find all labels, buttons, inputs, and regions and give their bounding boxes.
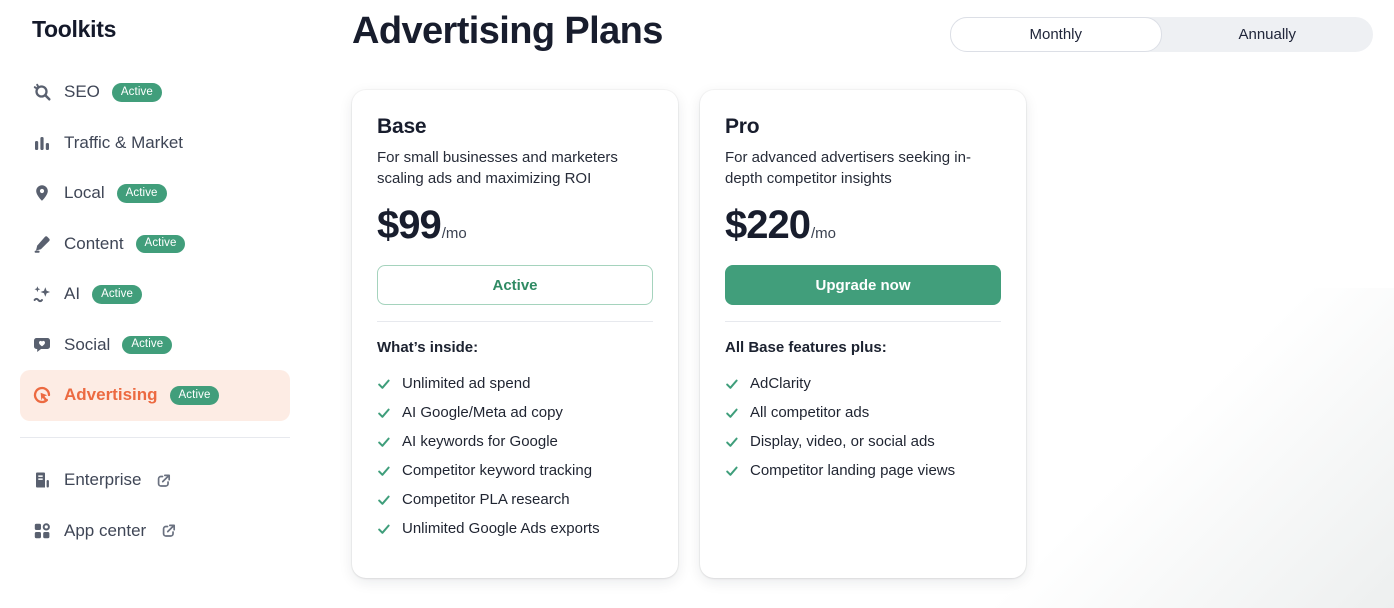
feature-label: Competitor landing page views (750, 462, 956, 479)
check-icon (377, 406, 391, 420)
sidebar-item-label: AI (64, 284, 81, 304)
corner-gradient-decoration (974, 288, 1394, 608)
toggle-annually[interactable]: Annually (1238, 26, 1297, 43)
toggle-monthly[interactable]: Monthly (950, 17, 1162, 52)
feature-item: Unlimited ad spend (377, 369, 653, 398)
sidebar-item-label: Social (64, 334, 111, 354)
sidebar-item-label: Advertising (64, 385, 158, 405)
sidebar-footer-nav: Enterprise App center (20, 455, 290, 556)
features-list: AdClarity All competitor ads Display, vi… (725, 369, 1001, 485)
feature-item: Unlimited Google Ads exports (377, 514, 653, 543)
feature-label: AdClarity (750, 375, 811, 392)
feature-label: All competitor ads (750, 404, 870, 421)
sidebar-item-ai[interactable]: AI Active (20, 269, 290, 320)
app-grid-icon (32, 521, 52, 541)
ad-target-icon (32, 385, 52, 405)
feature-label: Competitor PLA research (402, 491, 570, 508)
sidebar-item-local[interactable]: Local Active (20, 168, 290, 219)
price-period: /mo (441, 225, 467, 242)
feature-label: AI Google/Meta ad copy (402, 404, 563, 421)
features-heading: What’s inside: (377, 339, 479, 356)
feature-item: Competitor PLA research (377, 485, 653, 514)
feature-item: Competitor landing page views (725, 456, 1001, 485)
pencil-icon (32, 234, 52, 254)
sidebar-item-social[interactable]: Social Active (20, 320, 290, 371)
sidebar-item-app-center[interactable]: App center (20, 506, 290, 557)
sidebar-item-seo[interactable]: SEO Active (20, 67, 290, 118)
feature-label: Display, video, or social ads (750, 433, 935, 450)
feature-item: All competitor ads (725, 398, 1001, 427)
feature-item: AdClarity (725, 369, 1001, 398)
sidebar-item-enterprise[interactable]: Enterprise (20, 455, 290, 506)
map-pin-icon (32, 183, 52, 203)
sparkles-icon (32, 284, 52, 304)
card-divider (377, 321, 653, 322)
building-icon (32, 470, 52, 490)
feature-label: AI keywords for Google (402, 433, 558, 450)
feature-item: AI Google/Meta ad copy (377, 398, 653, 427)
sidebar-item-label: Enterprise (64, 470, 142, 490)
sidebar-item-label: App center (64, 520, 147, 540)
bar-chart-icon (32, 133, 52, 153)
check-icon (377, 377, 391, 391)
check-icon (377, 493, 391, 507)
sidebar-item-advertising[interactable]: Advertising Active (20, 370, 290, 421)
price-amount: $99 (377, 203, 442, 247)
sidebar-item-label: SEO (64, 82, 100, 102)
feature-label: Unlimited ad spend (402, 375, 531, 392)
active-plan-button[interactable]: Active (377, 265, 653, 305)
card-divider (725, 321, 1001, 322)
chat-heart-icon (32, 335, 52, 355)
external-link-icon (160, 522, 177, 539)
sidebar-divider (20, 437, 290, 438)
active-badge: Active (135, 234, 186, 253)
plan-price: $99 /mo (377, 203, 653, 248)
feature-item: Display, video, or social ads (725, 427, 1001, 456)
price-period: /mo (810, 225, 836, 242)
check-icon (725, 406, 739, 420)
plan-name: Base (377, 115, 427, 138)
check-icon (377, 464, 391, 478)
feature-item: Competitor keyword tracking (377, 456, 653, 485)
active-badge: Active (169, 386, 220, 405)
plan-cards: Base For small businesses and marketers … (352, 90, 1026, 578)
check-icon (725, 464, 739, 478)
external-link-icon (155, 472, 172, 489)
feature-label: Unlimited Google Ads exports (402, 520, 600, 537)
sidebar-title: Toolkits (32, 16, 117, 42)
plan-description: For small businesses and marketers scali… (377, 149, 618, 187)
page-title: Advertising Plans (352, 10, 663, 52)
sidebar-item-label: Content (64, 233, 124, 253)
seo-icon (32, 82, 52, 102)
check-icon (377, 522, 391, 536)
sidebar-item-label: Traffic & Market (64, 132, 184, 152)
check-icon (725, 377, 739, 391)
sidebar-item-label: Local (64, 183, 105, 203)
active-badge: Active (122, 335, 173, 354)
feature-label: Competitor keyword tracking (402, 462, 593, 479)
billing-period-toggle: Monthly Annually (950, 17, 1373, 52)
active-badge: Active (116, 184, 167, 203)
plan-name: Pro (725, 115, 760, 138)
plan-description: For advanced advertisers seeking in-dept… (725, 149, 971, 187)
plan-card-base: Base For small businesses and marketers … (352, 90, 678, 578)
check-icon (725, 435, 739, 449)
plan-card-pro: Pro For advanced advertisers seeking in-… (700, 90, 1026, 578)
sidebar-item-content[interactable]: Content Active (20, 219, 290, 270)
check-icon (377, 435, 391, 449)
toolkits-nav: SEO Active Traffic & Market Local Active… (20, 67, 290, 421)
price-amount: $220 (725, 203, 811, 247)
plan-price: $220 /mo (725, 203, 1001, 248)
sidebar-item-traffic-market[interactable]: Traffic & Market (20, 118, 290, 169)
active-badge: Active (111, 83, 162, 102)
active-badge: Active (92, 285, 142, 304)
feature-item: AI keywords for Google (377, 427, 653, 456)
features-list: Unlimited ad spend AI Google/Meta ad cop… (377, 369, 653, 543)
upgrade-now-button[interactable]: Upgrade now (725, 265, 1001, 305)
features-heading: All Base features plus: (725, 339, 887, 356)
